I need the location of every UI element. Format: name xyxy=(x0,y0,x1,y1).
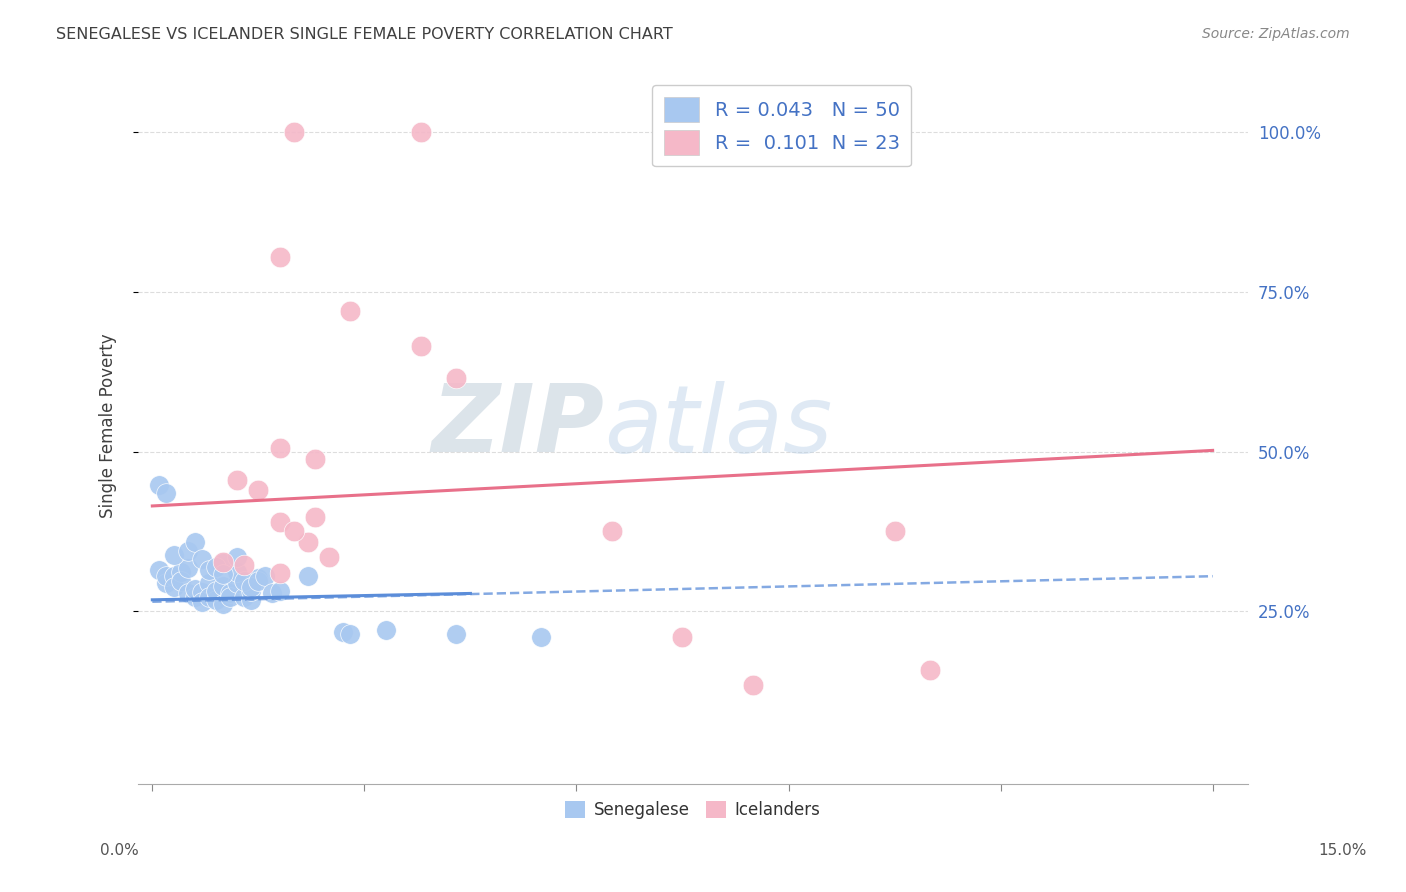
Point xyxy=(269,250,291,264)
Point xyxy=(530,630,553,644)
Point xyxy=(600,524,623,539)
Point xyxy=(169,565,191,579)
Point xyxy=(155,486,177,500)
Point xyxy=(198,563,221,577)
Point xyxy=(226,575,249,590)
Point xyxy=(283,524,305,539)
Point xyxy=(269,515,291,529)
Point xyxy=(304,509,326,524)
Text: 0.0%: 0.0% xyxy=(100,843,139,858)
Point xyxy=(226,474,249,488)
Point xyxy=(742,678,765,692)
Point xyxy=(247,574,270,588)
Point xyxy=(446,626,468,640)
Point xyxy=(169,574,191,588)
Point xyxy=(148,478,170,492)
Point xyxy=(212,557,235,571)
Point xyxy=(176,543,198,558)
Point xyxy=(262,586,284,600)
Point xyxy=(297,569,319,583)
Point xyxy=(184,535,207,549)
Text: Source: ZipAtlas.com: Source: ZipAtlas.com xyxy=(1202,27,1350,41)
Point xyxy=(240,583,263,598)
Point xyxy=(233,591,256,605)
Point xyxy=(918,663,941,677)
Point xyxy=(191,585,214,599)
Point xyxy=(212,597,235,611)
Point xyxy=(233,558,256,573)
Point xyxy=(283,125,305,139)
Text: atlas: atlas xyxy=(605,381,832,472)
Point xyxy=(191,595,214,609)
Point xyxy=(198,591,221,605)
Point xyxy=(233,574,256,588)
Point xyxy=(205,583,228,598)
Point xyxy=(205,559,228,574)
Point xyxy=(671,630,693,644)
Point xyxy=(155,575,177,590)
Point xyxy=(205,592,228,607)
Point xyxy=(297,535,319,549)
Text: ZIP: ZIP xyxy=(432,380,605,472)
Y-axis label: Single Female Poverty: Single Female Poverty xyxy=(100,334,117,518)
Point xyxy=(339,626,361,640)
Point xyxy=(304,452,326,467)
Text: SENEGALESE VS ICELANDER SINGLE FEMALE POVERTY CORRELATION CHART: SENEGALESE VS ICELANDER SINGLE FEMALE PO… xyxy=(56,27,673,42)
Point xyxy=(318,549,340,564)
Text: 15.0%: 15.0% xyxy=(1319,843,1367,858)
Point xyxy=(162,580,184,594)
Point xyxy=(226,549,249,564)
Point xyxy=(155,569,177,583)
Point xyxy=(176,586,198,600)
Point xyxy=(184,591,207,605)
Legend: Senegalese, Icelanders: Senegalese, Icelanders xyxy=(558,794,827,825)
Point xyxy=(162,569,184,583)
Point xyxy=(240,580,263,594)
Point xyxy=(254,569,277,583)
Point xyxy=(374,624,396,638)
Point xyxy=(409,339,432,353)
Point xyxy=(247,571,270,585)
Point xyxy=(212,579,235,593)
Point xyxy=(148,563,170,577)
Point xyxy=(409,125,432,139)
Point xyxy=(198,575,221,590)
Point xyxy=(212,567,235,582)
Point xyxy=(191,552,214,566)
Point xyxy=(446,371,468,385)
Point xyxy=(184,582,207,596)
Point xyxy=(226,565,249,579)
Point xyxy=(176,561,198,575)
Point xyxy=(269,583,291,598)
Point xyxy=(269,566,291,580)
Point xyxy=(339,304,361,318)
Point xyxy=(269,442,291,456)
Point xyxy=(219,586,242,600)
Point xyxy=(219,591,242,605)
Point xyxy=(883,524,905,539)
Point xyxy=(332,624,354,639)
Point xyxy=(212,554,235,568)
Point xyxy=(162,548,184,562)
Point xyxy=(240,592,263,607)
Point xyxy=(247,483,270,497)
